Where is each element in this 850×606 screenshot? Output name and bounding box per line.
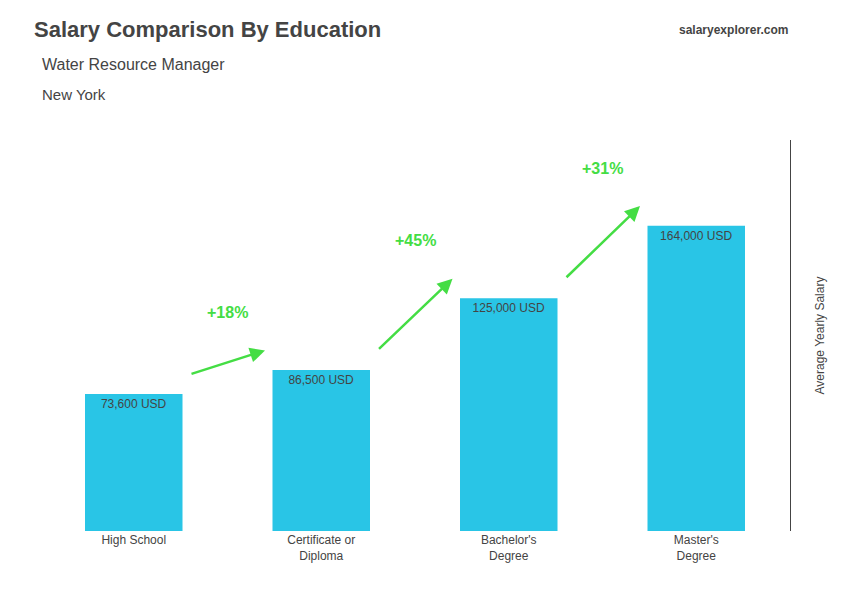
svg-text:Bachelor'sDegree: Bachelor'sDegree — [481, 533, 537, 563]
svg-text:Water Resource Manager: Water Resource Manager — [42, 56, 225, 73]
svg-text:Salary Comparison By Education: Salary Comparison By Education — [34, 17, 381, 42]
svg-text:+45%: +45% — [395, 232, 436, 249]
svg-text:86,500 USD: 86,500 USD — [288, 373, 354, 387]
svg-text:Master'sDegree: Master'sDegree — [674, 533, 719, 563]
svg-text:164,000 USD: 164,000 USD — [660, 229, 732, 243]
svg-text:73,600 USD: 73,600 USD — [101, 397, 167, 411]
svg-text:125,000 USD: 125,000 USD — [473, 301, 545, 315]
svg-text:New York: New York — [42, 86, 106, 103]
svg-text:High School: High School — [101, 533, 166, 547]
svg-text:+31%: +31% — [582, 160, 623, 177]
svg-text:+18%: +18% — [207, 304, 248, 321]
svg-text:Average Yearly Salary: Average Yearly Salary — [813, 277, 827, 395]
svg-text:Certificate orDiploma: Certificate orDiploma — [287, 533, 355, 563]
svg-text:salaryexplorer.com: salaryexplorer.com — [679, 23, 788, 37]
